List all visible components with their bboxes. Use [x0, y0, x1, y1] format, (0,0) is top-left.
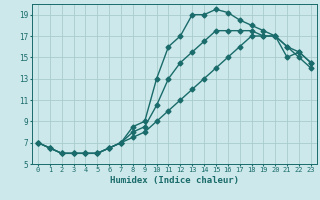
X-axis label: Humidex (Indice chaleur): Humidex (Indice chaleur)	[110, 176, 239, 185]
